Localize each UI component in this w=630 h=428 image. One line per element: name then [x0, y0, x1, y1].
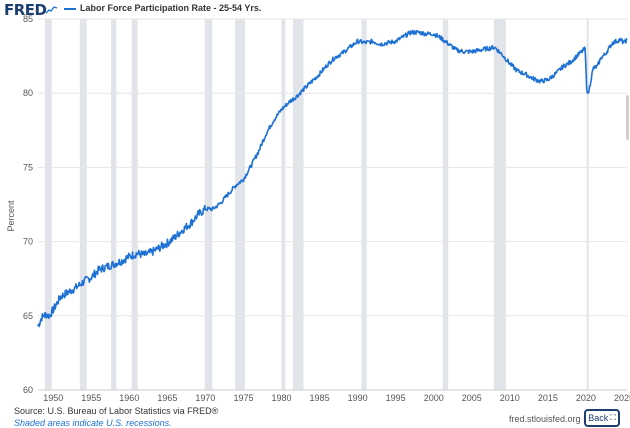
recession-band-6	[281, 19, 286, 390]
sparkline-icon	[45, 6, 58, 14]
x-tick-label: 1970	[195, 393, 215, 403]
x-tick-label: 2005	[462, 393, 482, 403]
site-url[interactable]: fred.stlouisfed.org	[509, 414, 581, 424]
legend-label: Labor Force Participation Rate - 25-54 Y…	[80, 3, 262, 13]
x-tick-label: 1990	[348, 393, 368, 403]
x-tick-label: 1980	[271, 393, 291, 403]
y-tick-label: 80	[23, 88, 33, 98]
x-tick-labels: 1950 1955 1960 1965 1970 1975 1980 1985 1990 1995…	[43, 393, 630, 403]
y-axis-label: Percent	[6, 200, 16, 232]
expand-icon: ⛶	[610, 413, 616, 422]
x-tick-label: 2025	[614, 393, 630, 403]
recession-band-2	[111, 19, 117, 390]
recession-band-10	[493, 19, 507, 390]
recession-bands	[44, 19, 589, 390]
back-label: Back	[588, 413, 609, 423]
recession-band-3	[131, 19, 138, 390]
y-tick-labels: 60 65 70 75 80 85	[23, 14, 33, 395]
x-tick-label: 1965	[157, 393, 177, 403]
recession-band-1	[79, 19, 87, 390]
x-tick-label: 1950	[43, 393, 63, 403]
x-tick-label: 1985	[310, 393, 330, 403]
recession-band-4	[204, 19, 213, 390]
chart-header: FRED Labor Force Participation Rate - 25…	[0, 0, 630, 22]
x-tick-label: 2020	[576, 393, 596, 403]
gridlines	[38, 18, 627, 391]
x-tick-label: 2010	[500, 393, 520, 403]
x-tick-label: 2000	[424, 393, 444, 403]
recession-band-7	[292, 19, 304, 390]
x-tick-label: 2015	[538, 393, 558, 403]
scrollbar-thumb[interactable]	[626, 95, 629, 140]
recession-band-8	[361, 19, 367, 390]
x-tick-label: 1955	[81, 393, 101, 403]
fred-logo[interactable]: FRED	[4, 1, 47, 19]
x-tick-label: 1995	[386, 393, 406, 403]
y-tick-label: 70	[23, 237, 33, 247]
legend-swatch	[64, 8, 76, 10]
x-tick-label: 1960	[119, 393, 139, 403]
recession-band-9	[442, 19, 449, 390]
y-tick-label: 60	[23, 385, 33, 395]
recession-note: Shaded areas indicate U.S. recessions.	[14, 418, 172, 428]
y-tick-label: 75	[23, 162, 33, 172]
source-note: Source: U.S. Bureau of Labor Statistics …	[14, 406, 219, 416]
recession-band-11	[586, 19, 589, 390]
recession-band-5	[235, 19, 245, 390]
back-button[interactable]: Back ⛶	[584, 409, 620, 427]
y-tick-label: 65	[23, 311, 33, 321]
series-line-0	[37, 29, 628, 328]
recession-band-0	[44, 19, 52, 390]
series-lines	[37, 29, 628, 328]
y-tick-label: 85	[23, 14, 33, 24]
x-tick-label: 1975	[233, 393, 253, 403]
